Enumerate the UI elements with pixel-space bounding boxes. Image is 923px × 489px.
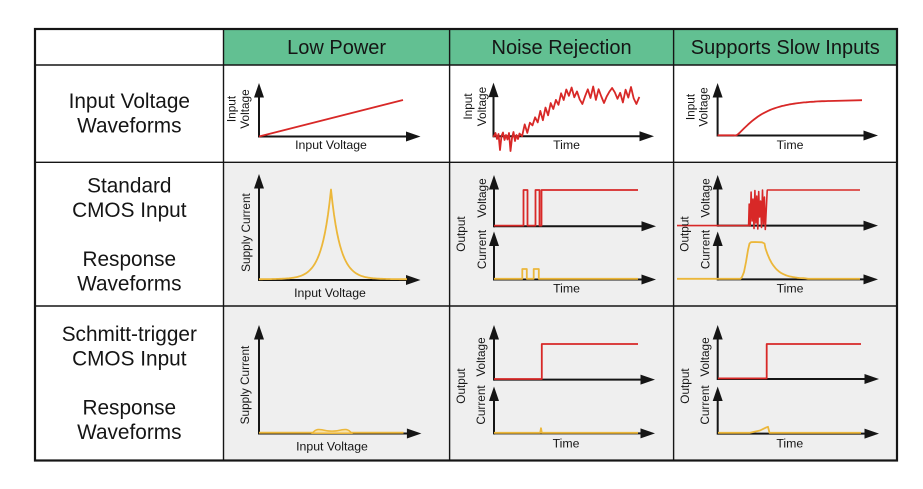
svg-text:Output: Output (678, 368, 692, 404)
svg-text:Time: Time (777, 138, 804, 152)
svg-text:Time: Time (553, 437, 580, 451)
svg-text:Response: Response (82, 248, 176, 271)
svg-text:Voltage: Voltage (475, 86, 489, 126)
svg-text:CMOS Input: CMOS Input (72, 348, 187, 371)
svg-text:CMOS Input: CMOS Input (72, 199, 187, 222)
svg-text:Schmitt-trigger: Schmitt-trigger (62, 323, 197, 346)
svg-text:Input Voltage: Input Voltage (69, 90, 190, 113)
svg-text:Waveforms: Waveforms (77, 421, 181, 444)
svg-text:Time: Time (553, 138, 580, 152)
svg-text:Supply Current: Supply Current (239, 192, 253, 271)
svg-text:Time: Time (777, 282, 804, 296)
svg-text:Standard: Standard (87, 174, 171, 197)
svg-text:Voltage: Voltage (697, 87, 711, 127)
svg-text:Voltage: Voltage (699, 178, 713, 218)
svg-text:Input Voltage: Input Voltage (295, 138, 367, 152)
svg-text:Noise Rejection: Noise Rejection (492, 37, 632, 59)
svg-text:Input Voltage: Input Voltage (296, 440, 368, 454)
svg-text:Voltage: Voltage (475, 178, 489, 218)
svg-text:Waveforms: Waveforms (77, 114, 181, 137)
svg-text:Output: Output (454, 216, 468, 252)
svg-text:Input: Input (225, 95, 239, 122)
svg-text:Voltage: Voltage (474, 337, 488, 377)
svg-text:Output: Output (678, 216, 692, 252)
svg-text:Current: Current (475, 229, 489, 269)
svg-text:Output: Output (454, 368, 468, 404)
svg-text:Current: Current (699, 229, 713, 269)
svg-text:Low Power: Low Power (287, 37, 386, 59)
svg-text:Waveforms: Waveforms (77, 272, 181, 295)
svg-text:Input: Input (684, 93, 698, 120)
svg-text:Input: Input (461, 93, 475, 120)
svg-text:Supply Current: Supply Current (238, 345, 252, 424)
svg-text:Current: Current (698, 385, 712, 425)
svg-text:Input Voltage: Input Voltage (294, 286, 366, 300)
svg-text:Time: Time (776, 437, 803, 451)
svg-text:Supports Slow Inputs: Supports Slow Inputs (691, 37, 880, 59)
svg-text:Voltage: Voltage (238, 89, 252, 129)
svg-text:Voltage: Voltage (698, 337, 712, 377)
svg-text:Current: Current (474, 385, 488, 425)
svg-text:Response: Response (82, 397, 176, 420)
svg-text:Time: Time (553, 282, 580, 296)
